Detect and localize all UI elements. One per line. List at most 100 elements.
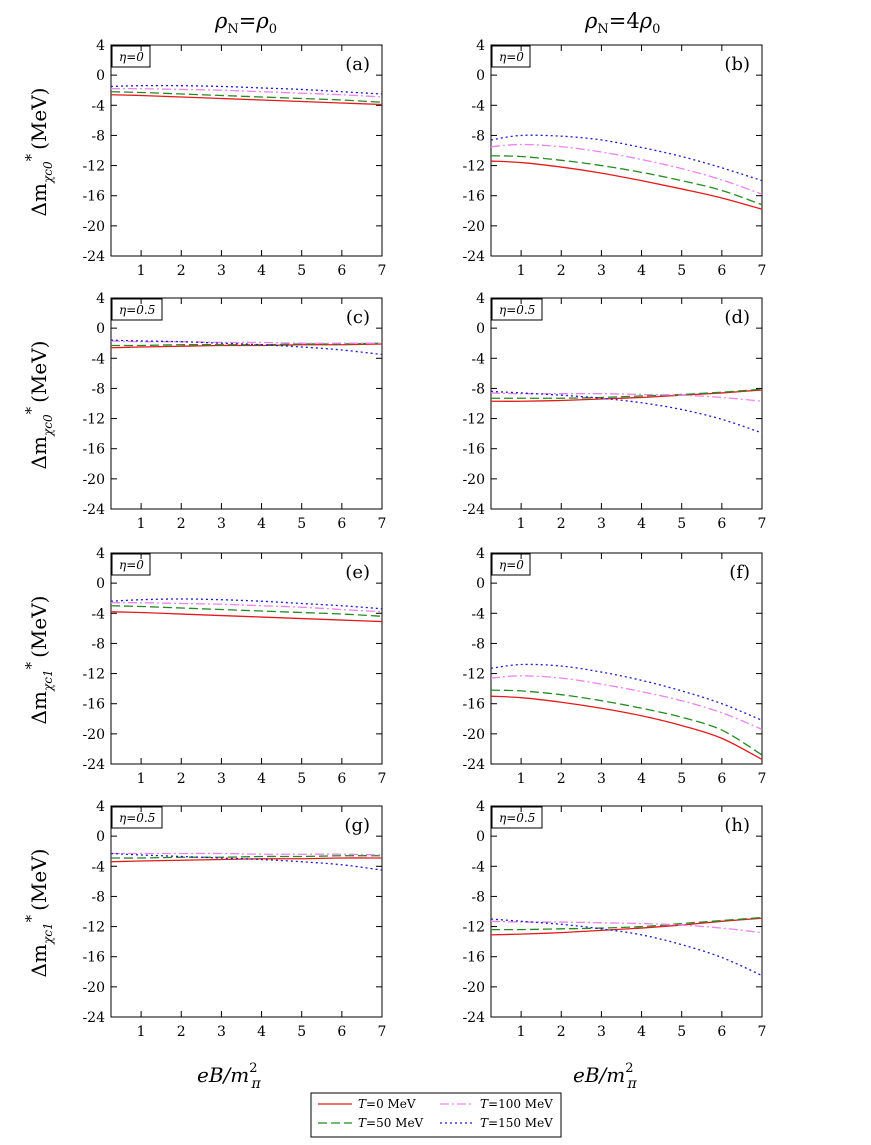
series-line-t-100-mev xyxy=(490,920,763,934)
y-tick-label: -16 xyxy=(82,697,105,713)
panel-b: 4 0 -4 -8 -12 -16 -20 -24 1 2 3 4 5 6 7 η=0 (b) xyxy=(462,38,766,279)
series-line-t-50-mev xyxy=(491,388,763,399)
series-line-t-150-mev xyxy=(490,390,763,434)
panel-label: (h) xyxy=(724,815,750,836)
y-tick-label: -20 xyxy=(462,472,485,488)
y-tick-label: -16 xyxy=(462,950,485,966)
x-tick-label: 7 xyxy=(378,1024,387,1040)
x-tick-label: 3 xyxy=(597,263,606,279)
y-tick-label: -4 xyxy=(91,606,105,622)
series-line-t-50-mev xyxy=(490,916,763,931)
series-line-t-100-mev xyxy=(490,392,763,402)
legend-label: T=50 MeV xyxy=(358,1116,424,1130)
y-tick-label: 4 xyxy=(96,799,105,815)
y-tick-label: -4 xyxy=(91,351,105,367)
x-tick-label: 1 xyxy=(137,263,146,279)
x-tick-label: 4 xyxy=(637,263,646,279)
panel-frame xyxy=(490,297,763,510)
series-line-t-50-mev xyxy=(110,342,383,347)
panel-c: 4 0 -4 -8 -12 -16 -20 -24 1 2 3 4 5 6 7 η=0.5 (c) xyxy=(82,291,386,532)
x-tick-label: 3 xyxy=(597,771,606,787)
series-line-t-100-mev xyxy=(490,675,763,730)
x-tick-label: 6 xyxy=(717,771,726,787)
series-line-t-150-mev xyxy=(110,852,383,871)
x-tick-label: 3 xyxy=(217,1024,226,1040)
series-line-t-150-mev xyxy=(490,663,763,721)
panel-g: 4 0 -4 -8 -12 -16 -20 -24 1 2 3 4 5 6 7 η=0.5 (g) xyxy=(82,799,386,1040)
y-tick-label: -20 xyxy=(462,219,485,235)
series-line-t-0-mev xyxy=(490,389,763,402)
x-tick-label: 1 xyxy=(517,516,526,532)
y-tick-label: -16 xyxy=(462,189,485,205)
x-axis-label-left: eB/m2 π xyxy=(197,1061,262,1092)
panel-frame xyxy=(110,44,383,257)
panel-label: (e) xyxy=(345,562,370,583)
x-tick-label: 1 xyxy=(517,1024,526,1040)
y-tick-label: -12 xyxy=(82,920,105,936)
y-tick-label: -8 xyxy=(471,381,485,397)
eta-box xyxy=(491,553,531,576)
legend-label: T=0 MeV xyxy=(358,1097,416,1111)
y-tick-label: -16 xyxy=(462,697,485,713)
x-tick-label: 5 xyxy=(677,1024,686,1040)
x-tick-label: 3 xyxy=(597,516,606,532)
x-tick-label: 4 xyxy=(257,1024,266,1040)
x-tick-label: 2 xyxy=(557,771,566,787)
y-tick-label: -24 xyxy=(462,502,485,518)
y-tick-label: -4 xyxy=(91,98,105,114)
x-tick-label: 6 xyxy=(717,1024,726,1040)
eta-label: η=0 xyxy=(499,50,524,64)
x-tick-label: 2 xyxy=(557,263,566,279)
y-axis-label-row-3: Δmχc1*(MeV) xyxy=(22,596,55,725)
legend-label: T=100 MeV xyxy=(480,1097,553,1111)
x-tick-label: 4 xyxy=(637,516,646,532)
legend-entry-t-50-mev: T=50 MeV xyxy=(318,1116,424,1130)
x-tick-label: 5 xyxy=(297,771,306,787)
legend: T=0 MeV T=100 MeV T=50 MeV T=150 MeV xyxy=(310,1092,562,1138)
panel-a: 4 0 -4 -8 -12 -16 -20 -24 1 2 3 4 5 6 7 η=0 (a) xyxy=(82,38,386,279)
legend-entry-t-0-mev: T=0 MeV xyxy=(318,1097,416,1111)
column-title-left: ρN=ρ0 xyxy=(214,9,277,37)
eta-label: η=0.5 xyxy=(119,303,155,317)
y-tick-label: 0 xyxy=(96,576,105,592)
series-line-t-150-mev xyxy=(110,84,383,95)
legend-box xyxy=(310,1092,562,1138)
y-tick-label: -16 xyxy=(82,189,105,205)
y-tick-label: -4 xyxy=(471,606,485,622)
y-tick-label: -8 xyxy=(91,128,105,144)
y-tick-label: 4 xyxy=(476,291,485,307)
x-tick-label: 6 xyxy=(337,263,346,279)
y-tick-label: -4 xyxy=(471,859,485,875)
y-tick-label: -12 xyxy=(82,667,105,683)
series-line-t-150-mev xyxy=(110,598,383,610)
y-tick-label: -20 xyxy=(82,727,105,743)
series-line-t-0-mev xyxy=(490,160,763,210)
x-tick-label: 2 xyxy=(177,263,186,279)
eta-label: η=0.5 xyxy=(499,303,535,317)
x-tick-label: 4 xyxy=(257,263,266,279)
y-tick-label: -8 xyxy=(471,889,485,905)
series-line-t-0-mev xyxy=(110,94,383,106)
y-tick-label: -24 xyxy=(82,502,105,518)
y-tick-label: -20 xyxy=(82,980,105,996)
y-tick-label: -4 xyxy=(91,859,105,875)
x-tick-label: 7 xyxy=(758,263,767,279)
y-tick-label: -12 xyxy=(462,412,485,428)
eta-box xyxy=(111,553,151,576)
y-tick-label: -12 xyxy=(82,159,105,175)
x-tick-label: 7 xyxy=(378,263,387,279)
series-line-t-0-mev xyxy=(110,343,383,349)
series-line-t-100-mev xyxy=(110,88,383,98)
panel-frame xyxy=(490,44,763,257)
y-tick-label: -4 xyxy=(471,351,485,367)
y-tick-label: -12 xyxy=(462,667,485,683)
y-axis-label-row-4: Δmχc1*(MeV) xyxy=(22,849,55,978)
y-tick-label: -12 xyxy=(462,159,485,175)
panel-h: 4 0 -4 -8 -12 -16 -20 -24 1 2 3 4 5 6 7 η=0.5 (h) xyxy=(462,799,766,1040)
x-tick-label: 4 xyxy=(257,771,266,787)
eta-label: η=0 xyxy=(119,50,144,64)
x-tick-label: 4 xyxy=(637,771,646,787)
x-tick-label: 3 xyxy=(217,516,226,532)
y-tick-label: 0 xyxy=(96,829,105,845)
